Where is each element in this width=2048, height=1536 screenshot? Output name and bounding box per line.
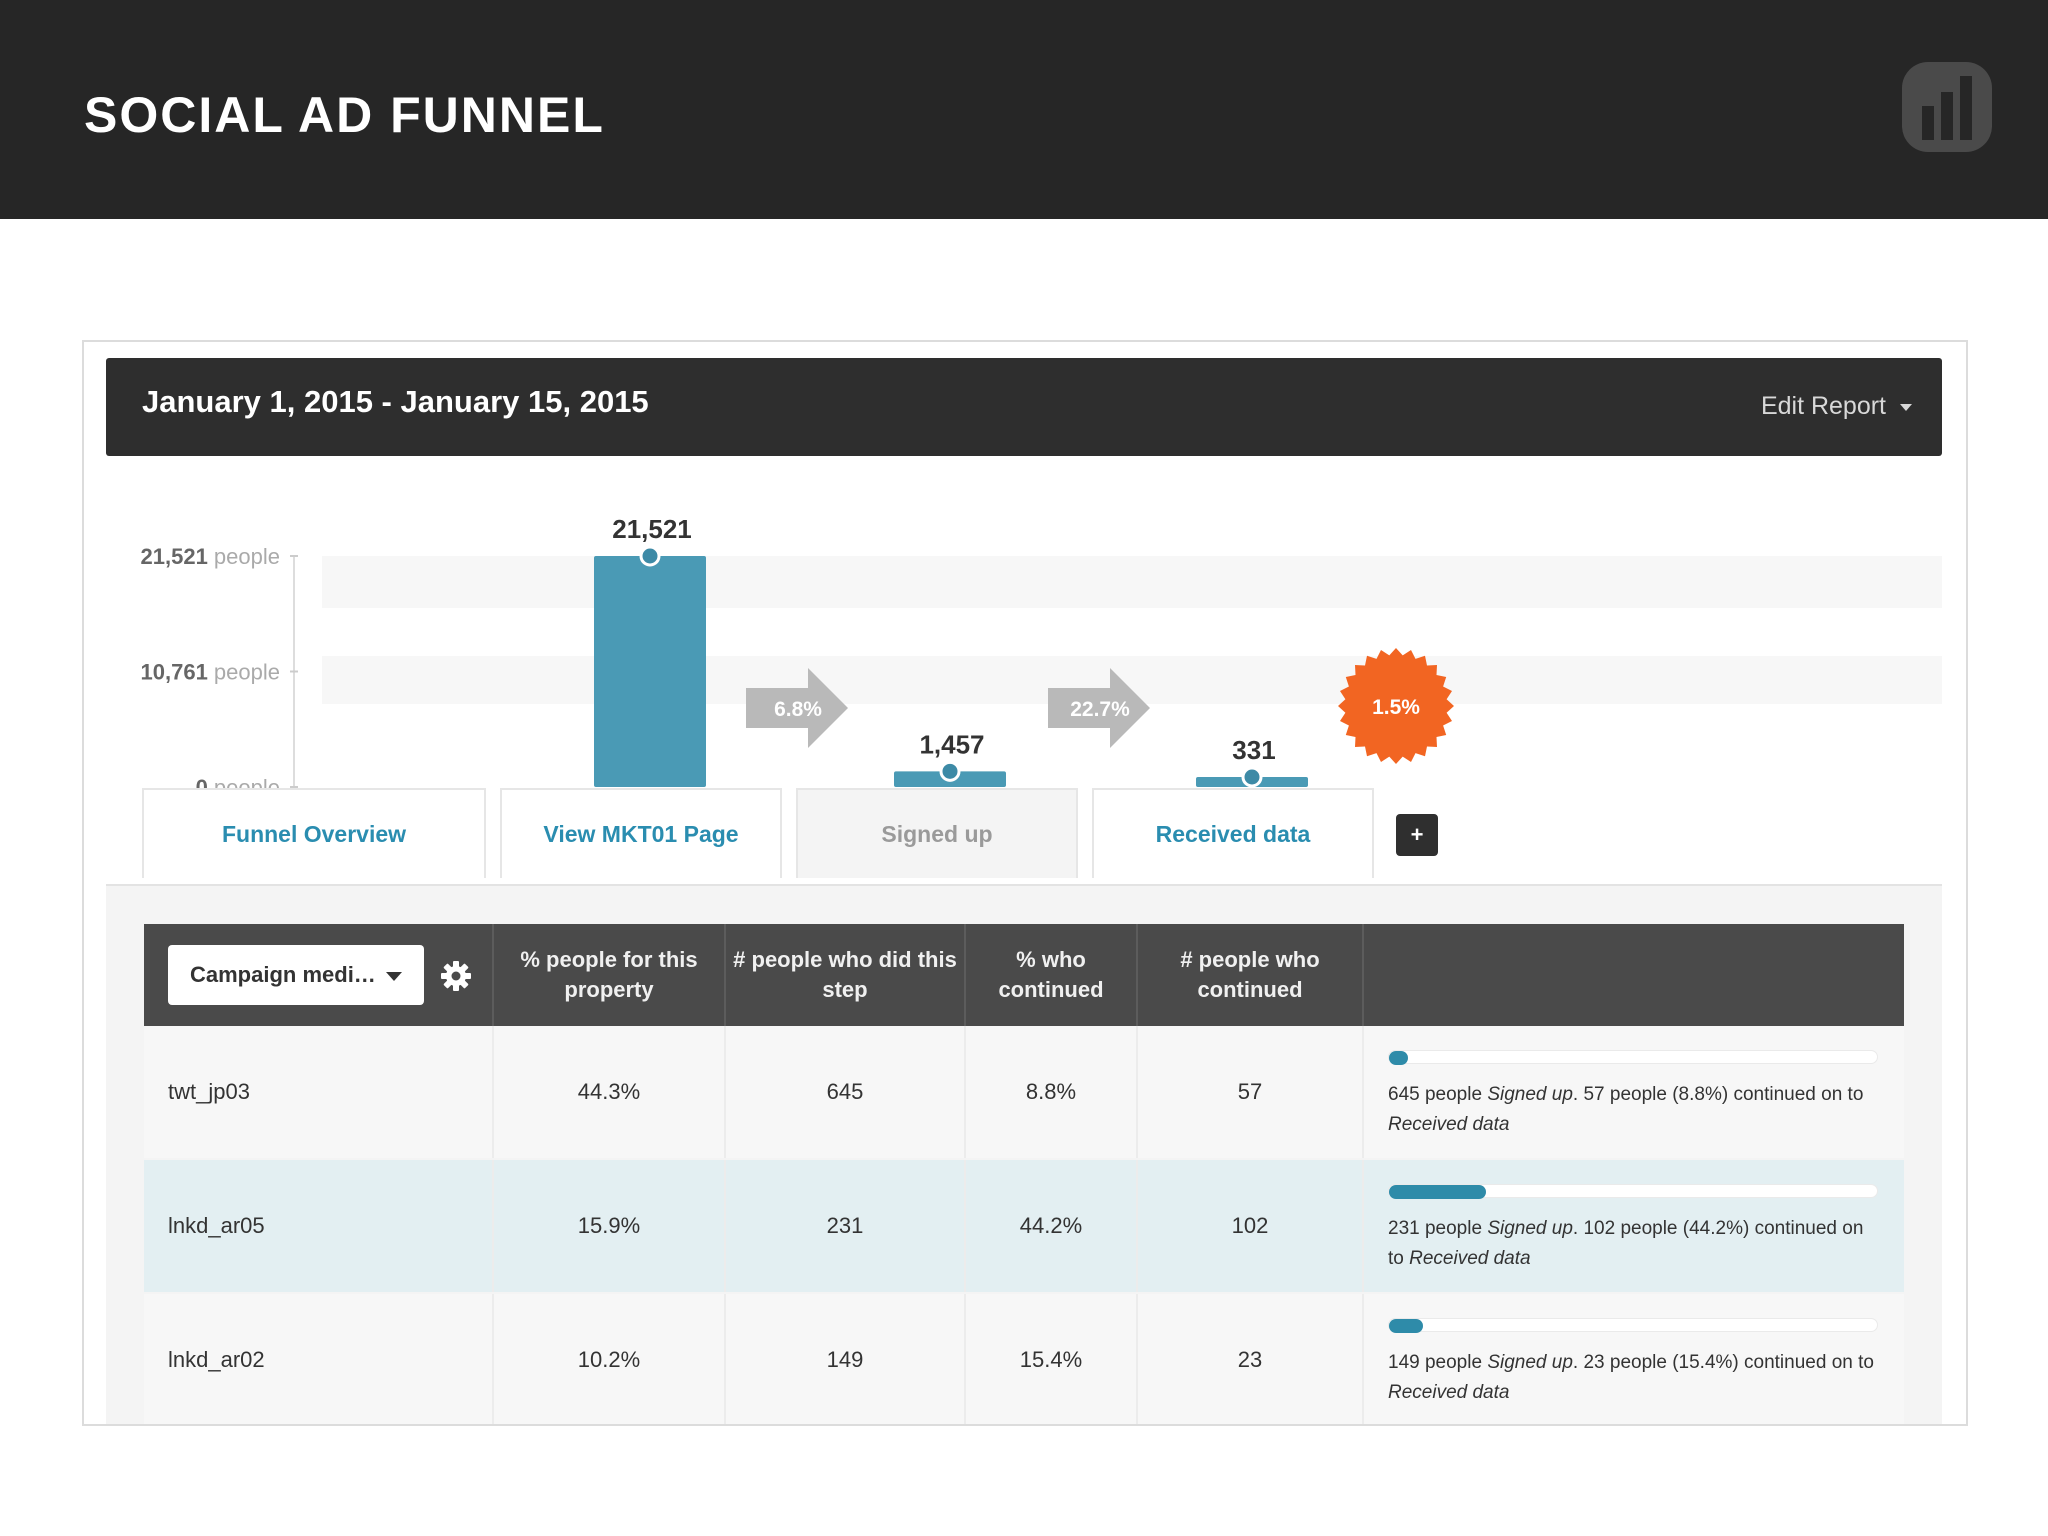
continued-bar-fill — [1389, 1319, 1423, 1333]
row-property-name: lnkd_ar02 — [144, 1294, 494, 1424]
row-people-did-step: 231 — [726, 1160, 966, 1292]
row-people-continued: 57 — [1138, 1026, 1364, 1158]
summary-a: 231 people — [1388, 1218, 1488, 1239]
continued-bar-track — [1388, 1318, 1878, 1333]
continued-bar-fill — [1389, 1185, 1486, 1199]
row-pct-continued: 15.4% — [966, 1294, 1138, 1424]
tab-view-mkt01-page[interactable]: View MKT01 Page — [500, 788, 782, 878]
y-tick-label: 10,761 people — [141, 660, 280, 685]
row-property-name: lnkd_ar05 — [144, 1160, 494, 1292]
conversion-arrow — [746, 668, 848, 748]
row-pct-property: 10.2% — [494, 1294, 726, 1424]
property-header-cell: Campaign medi… — [144, 924, 494, 1026]
gear-icon[interactable] — [440, 960, 472, 992]
y-tick-unit: people — [214, 775, 280, 792]
funnel-bar-dot — [639, 545, 661, 567]
summary-b: . 23 people (15.4%) continued on to — [1572, 1352, 1874, 1373]
report-frame: January 1, 2015 - January 15, 2015 Edit … — [82, 340, 1968, 1426]
overall-conversion-badge — [1338, 648, 1454, 764]
y-tick-value: 21,521 — [141, 544, 214, 569]
conversion-rate-label: 22.7% — [1070, 698, 1130, 721]
table-row[interactable]: lnkd_ar02 10.2% 149 15.4% 23 149 people Signe… — [144, 1294, 1904, 1424]
conversion-rate-label: 6.8% — [774, 698, 822, 721]
bar-chart-logo-icon — [1902, 62, 1992, 152]
header-people-continued[interactable]: # people who continued — [1138, 924, 1364, 1026]
property-select[interactable]: Campaign medi… — [168, 945, 424, 1005]
table-row[interactable]: twt_jp03 44.3% 645 8.8% 57 645 people Signed … — [144, 1026, 1904, 1158]
grid-band — [322, 556, 1942, 608]
summary-b: . 57 people (8.8%) continued on to — [1572, 1084, 1864, 1105]
caret-down-icon — [386, 972, 402, 981]
edit-report-dropdown[interactable]: Edit Report — [1761, 392, 1912, 421]
y-tick-value: 10,761 — [141, 660, 214, 685]
tab-funnel-overview[interactable]: Funnel Overview — [142, 788, 486, 878]
summary-next: Received data — [1409, 1248, 1531, 1269]
row-summary-text: 645 people Signed up. 57 people (8.8%) c… — [1388, 1080, 1878, 1140]
row-pct-property: 44.3% — [494, 1026, 726, 1158]
caret-down-icon — [1900, 403, 1912, 411]
row-summary-text: 149 people Signed up. 23 people (15.4%) … — [1388, 1348, 1878, 1408]
tab-received-data[interactable]: Received data — [1092, 788, 1374, 878]
summary-next: Received data — [1388, 1382, 1510, 1403]
conversion-arrow — [1048, 668, 1150, 748]
header-pct-continued[interactable]: % who continued — [966, 924, 1138, 1026]
row-pct-continued: 44.2% — [966, 1160, 1138, 1292]
funnel-value-label: 1,457 — [919, 729, 984, 759]
date-bar: January 1, 2015 - January 15, 2015 Edit … — [106, 358, 1942, 456]
summary-step: Signed up — [1487, 1218, 1573, 1239]
funnel-bar-dot — [939, 760, 961, 782]
continued-bar-fill — [1389, 1051, 1408, 1065]
slide-title: SOCIAL AD FUNNEL — [84, 87, 605, 143]
header-summary — [1364, 924, 1904, 1026]
summary-next: Received data — [1388, 1114, 1510, 1135]
summary-step: Signed up — [1487, 1352, 1573, 1373]
row-pct-property: 15.9% — [494, 1160, 726, 1292]
row-summary-text: 231 people Signed up. 102 people (44.2%)… — [1388, 1214, 1878, 1274]
row-people-continued: 23 — [1138, 1294, 1364, 1424]
overall-conversion-label: 1.5% — [1372, 696, 1420, 719]
property-select-value: Campaign medi… — [190, 962, 376, 987]
funnel-value-label: 331 — [1232, 735, 1275, 765]
row-people-continued: 102 — [1138, 1160, 1364, 1292]
y-tick-unit: people — [214, 544, 280, 569]
date-range: January 1, 2015 - January 15, 2015 — [142, 384, 649, 419]
y-tick-label: 21,521 people — [141, 544, 280, 569]
row-pct-continued: 8.8% — [966, 1026, 1138, 1158]
row-people-did-step: 645 — [726, 1026, 966, 1158]
continued-bar-track — [1388, 1050, 1878, 1065]
tab-signed-up[interactable]: Signed up — [796, 788, 1078, 878]
table-header: Campaign medi… % people for this propert… — [144, 924, 1904, 1026]
row-people-did-step: 149 — [726, 1294, 966, 1424]
row-property-name: twt_jp03 — [144, 1026, 494, 1158]
table-row[interactable]: lnkd_ar05 15.9% 231 44.2% 102 231 people Sign… — [144, 1160, 1904, 1292]
y-tick-unit: people — [214, 660, 280, 685]
summary-a: 149 people — [1388, 1352, 1488, 1373]
header-pct-property[interactable]: % people for this property — [494, 924, 726, 1026]
slide-header: SOCIAL AD FUNNEL — [0, 0, 2048, 219]
y-tick-value: 0 — [196, 775, 214, 792]
funnel-value-label: 21,521 — [612, 514, 692, 544]
header-people-did-step[interactable]: # people who did this step — [726, 924, 966, 1026]
funnel-bar-dot — [1241, 766, 1263, 788]
breakdown-panel: Campaign medi… % people for this propert… — [106, 884, 1942, 1424]
add-step-button[interactable]: + — [1396, 814, 1438, 856]
funnel-bar — [594, 556, 706, 787]
summary-step: Signed up — [1487, 1084, 1573, 1105]
y-tick-label: 0 people — [196, 775, 280, 792]
summary-a: 645 people — [1388, 1084, 1488, 1105]
summary-b: . 102 people (44.2%) continued on to — [1388, 1218, 1864, 1269]
edit-report-label: Edit Report — [1760, 392, 1886, 420]
continued-bar-track — [1388, 1184, 1878, 1199]
